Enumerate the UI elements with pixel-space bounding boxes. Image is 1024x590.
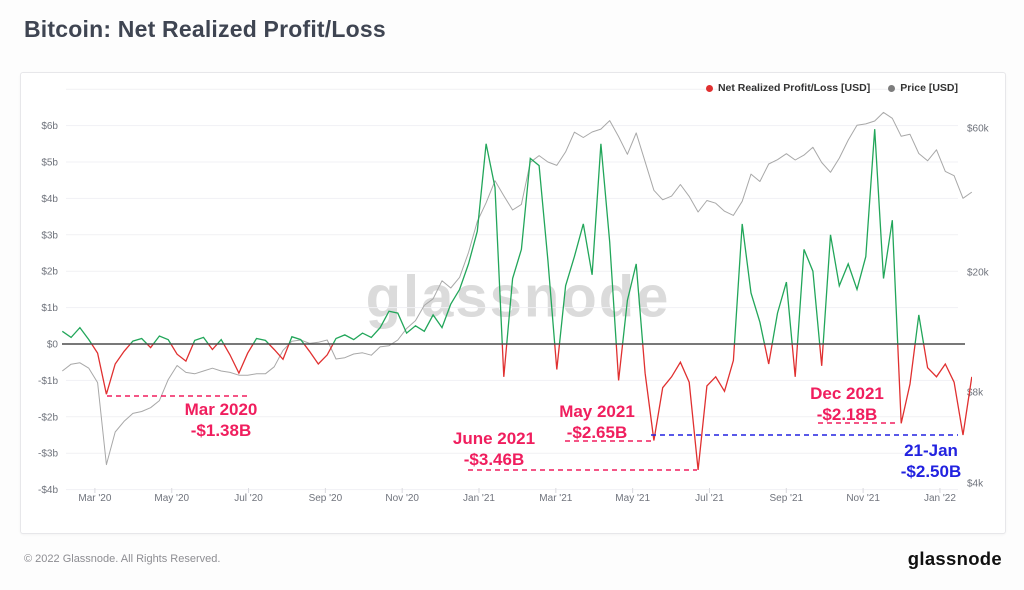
svg-text:-$2b: -$2b	[38, 412, 58, 423]
svg-text:$5b: $5b	[41, 158, 58, 169]
svg-text:Nov '21: Nov '21	[846, 493, 880, 504]
annotation-june-2021: June 2021 -$3.46B	[452, 429, 536, 469]
svg-text:$60k: $60k	[967, 124, 990, 135]
svg-text:$0: $0	[47, 340, 59, 351]
svg-text:Nov '20: Nov '20	[385, 493, 419, 504]
svg-text:$4b: $4b	[41, 194, 58, 205]
svg-text:Jan '21: Jan '21	[463, 493, 495, 504]
page-title: Bitcoin: Net Realized Profit/Loss	[24, 16, 386, 42]
annotation-21-jan: 21-Jan -$2.50B	[900, 441, 962, 481]
annotation-mar-2020: Mar 2020 -$1.38B	[184, 400, 258, 440]
axis-labels: $6b $5b $4b $3b $2b $1b $0 -$1b -$2b -$3b -$4b $60k…	[38, 121, 990, 504]
legend-dot-red-icon	[705, 84, 713, 92]
annotation-dec-2021: Dec 2021 -$2.18B	[810, 384, 884, 424]
svg-text:Sep '20: Sep '20	[309, 493, 343, 504]
annotation-may-2021: May 2021 -$2.65B	[559, 402, 635, 442]
svg-text:Jul '21: Jul '21	[695, 493, 724, 504]
svg-text:Jul '20: Jul '20	[234, 493, 263, 504]
svg-text:$4k: $4k	[967, 478, 984, 489]
legend-label-net-realized-pnl: Net Realized Profit/Loss [USD]	[717, 82, 871, 94]
svg-text:May '20: May '20	[154, 493, 189, 504]
gridlines	[66, 88, 958, 493]
annotation-callout-lines	[107, 395, 958, 471]
legend-item-price[interactable]: Price [USD]	[888, 82, 958, 94]
svg-text:$3b: $3b	[41, 230, 58, 241]
svg-text:$2b: $2b	[41, 267, 58, 278]
svg-text:$20k: $20k	[967, 267, 990, 278]
glassnode-logo: glassnode	[907, 548, 1002, 569]
chart-legend: Net Realized Profit/Loss [USD] Price [US…	[705, 82, 958, 94]
svg-text:-$1b: -$1b	[38, 376, 58, 387]
legend-item-net-realized-pnl[interactable]: Net Realized Profit/Loss [USD]	[705, 82, 871, 94]
svg-text:Mar '21: Mar '21	[539, 493, 572, 504]
svg-text:$6b: $6b	[41, 121, 58, 132]
series-lines	[61, 111, 973, 470]
svg-text:Sep '21: Sep '21	[769, 493, 803, 504]
svg-text:-$4b: -$4b	[38, 485, 58, 496]
svg-text:May '21: May '21	[615, 493, 650, 504]
svg-text:Jan '22: Jan '22	[924, 493, 956, 504]
svg-text:-$3b: -$3b	[38, 449, 58, 460]
chart-card	[20, 72, 1006, 534]
svg-text:$8k: $8k	[967, 388, 984, 399]
legend-label-price: Price [USD]	[900, 82, 958, 94]
svg-text:$1b: $1b	[41, 303, 58, 314]
legend-dot-gray-icon	[888, 84, 896, 92]
svg-text:Mar '20: Mar '20	[78, 493, 111, 504]
copyright-text: © 2022 Glassnode. All Rights Reserved.	[24, 553, 221, 565]
